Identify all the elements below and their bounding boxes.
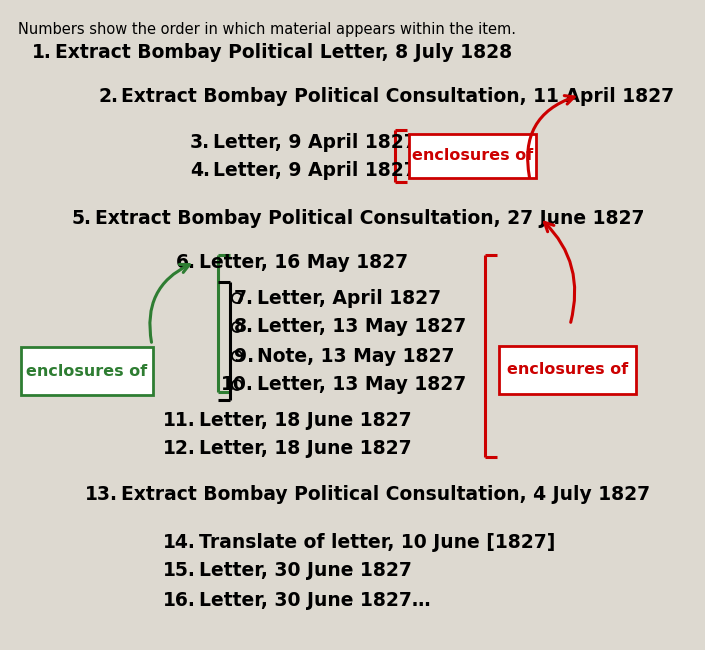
FancyArrowPatch shape (150, 265, 190, 343)
Text: 11.: 11. (164, 411, 196, 430)
Text: 10.: 10. (221, 376, 254, 395)
FancyBboxPatch shape (21, 347, 153, 395)
Text: 8.: 8. (234, 317, 254, 337)
Text: Extract Bombay Political Consultation, 4 July 1827: Extract Bombay Political Consultation, 4… (121, 486, 650, 504)
Text: Letter, 13 May 1827: Letter, 13 May 1827 (257, 376, 466, 395)
FancyBboxPatch shape (409, 134, 536, 178)
Text: enclosures of: enclosures of (507, 363, 628, 378)
Text: 1.: 1. (32, 44, 52, 62)
Text: Numbers show the order in which material appears within the item.: Numbers show the order in which material… (18, 22, 516, 37)
Text: 16.: 16. (163, 590, 196, 610)
Text: Letter, 16 May 1827: Letter, 16 May 1827 (199, 252, 408, 272)
FancyArrowPatch shape (527, 96, 574, 177)
Text: Letter, 9 April 1827: Letter, 9 April 1827 (213, 133, 417, 151)
Text: 12.: 12. (163, 439, 196, 458)
Text: 6.: 6. (176, 252, 196, 272)
Text: 4.: 4. (190, 161, 210, 181)
Text: 14.: 14. (163, 532, 196, 551)
Text: Letter, 18 June 1827: Letter, 18 June 1827 (199, 439, 412, 458)
Text: 7.: 7. (234, 289, 254, 307)
Text: enclosures of: enclosures of (412, 148, 533, 164)
Text: Note, 13 May 1827: Note, 13 May 1827 (257, 346, 455, 365)
Text: Extract Bombay Political Consultation, 11 April 1827: Extract Bombay Political Consultation, 1… (121, 86, 674, 105)
Text: 5.: 5. (72, 209, 92, 228)
Text: Letter, 9 April 1827: Letter, 9 April 1827 (213, 161, 417, 181)
Text: 13.: 13. (85, 486, 118, 504)
Text: 2.: 2. (98, 86, 118, 105)
Text: Letter, 18 June 1827: Letter, 18 June 1827 (199, 411, 412, 430)
Text: 15.: 15. (163, 562, 196, 580)
FancyArrowPatch shape (544, 222, 575, 322)
Text: Letter, 30 June 1827…: Letter, 30 June 1827… (199, 590, 431, 610)
Text: Translate of letter, 10 June [1827]: Translate of letter, 10 June [1827] (199, 532, 556, 551)
Text: 3.: 3. (190, 133, 210, 151)
Text: Letter, April 1827: Letter, April 1827 (257, 289, 441, 307)
Text: Extract Bombay Political Letter, 8 July 1828: Extract Bombay Political Letter, 8 July … (55, 44, 512, 62)
Text: Letter, 13 May 1827: Letter, 13 May 1827 (257, 317, 466, 337)
Text: Letter, 30 June 1827: Letter, 30 June 1827 (199, 562, 412, 580)
Text: enclosures of: enclosures of (26, 363, 147, 378)
Text: Extract Bombay Political Consultation, 27 June 1827: Extract Bombay Political Consultation, 2… (95, 209, 644, 228)
Text: 9.: 9. (234, 346, 254, 365)
FancyBboxPatch shape (499, 346, 636, 394)
